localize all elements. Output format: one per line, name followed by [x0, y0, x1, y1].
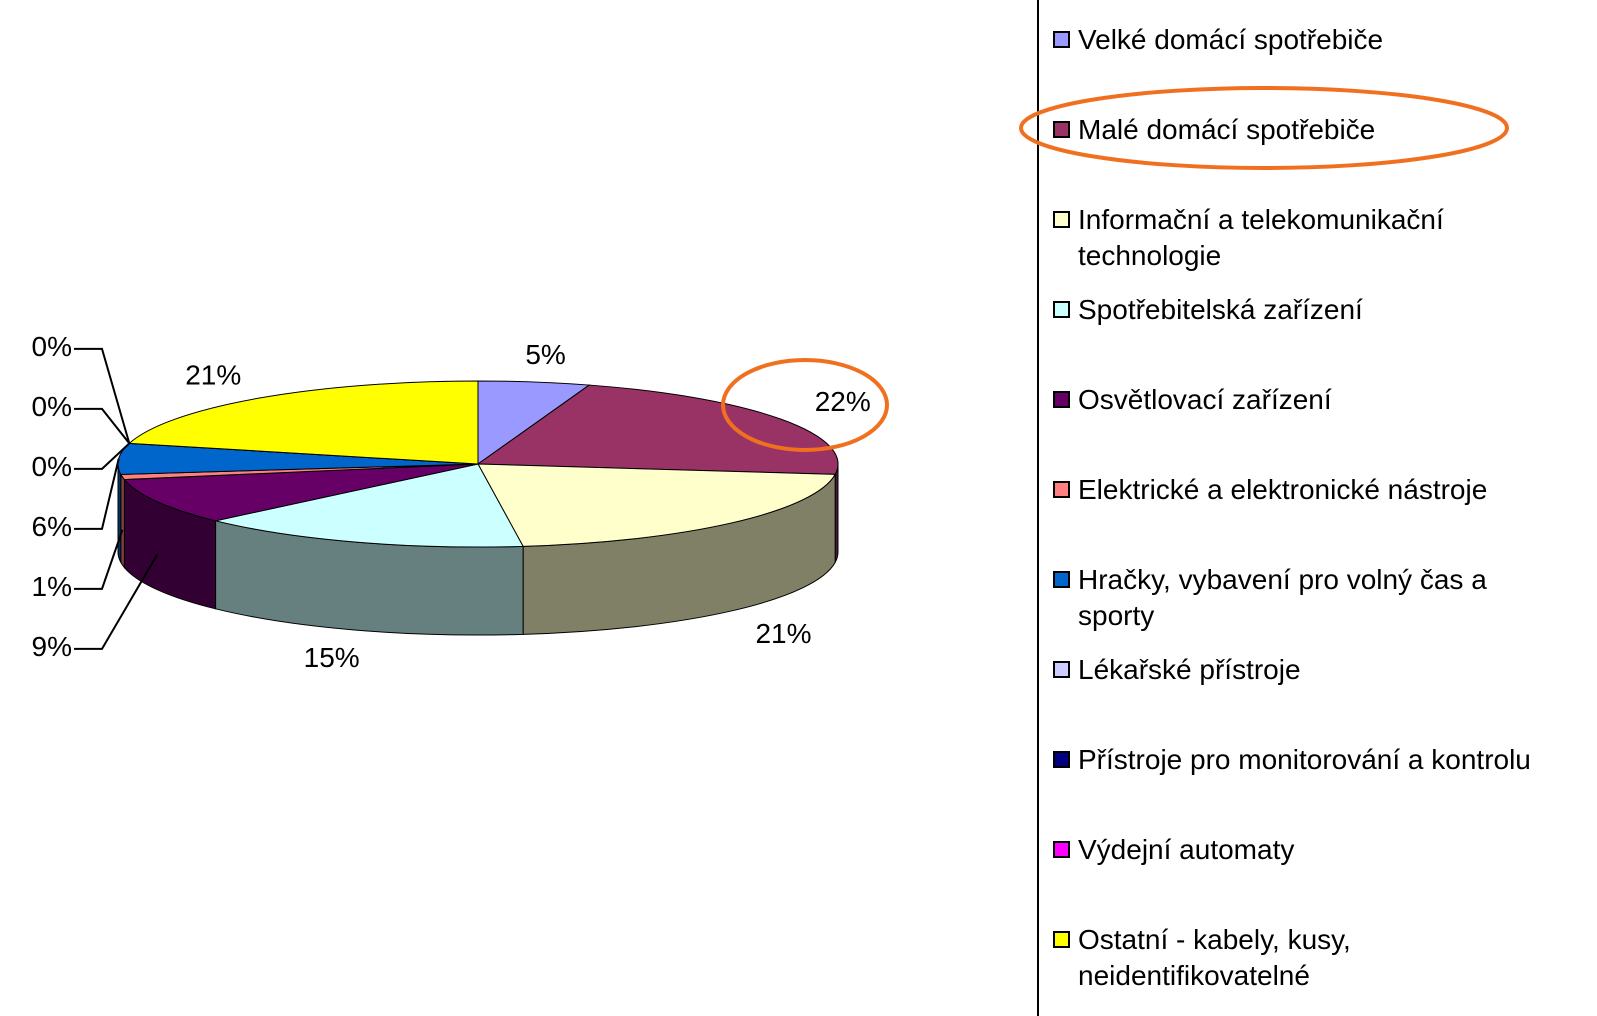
data-label: 0%	[32, 451, 72, 482]
legend-label: Ostatní - kabely, kusy, neidentifikovate…	[1078, 924, 1351, 991]
data-label: 6%	[32, 511, 72, 542]
slice	[215, 463, 524, 548]
legend-label: Velké domácí spotřebiče	[1078, 24, 1384, 55]
legend-swatch	[1053, 841, 1070, 858]
legend-item: Přístroje pro monitorování a kontrolu	[1053, 742, 1568, 778]
data-label: 15%	[304, 642, 360, 673]
legend-label: Výdejní automaty	[1078, 834, 1295, 865]
pie: 5% 22% 21% 15% 21% 0% 0% 0% 6% 1% 9%	[32, 331, 871, 673]
legend-swatch	[1053, 121, 1070, 138]
legend-swatch	[1053, 751, 1070, 768]
data-label: 9%	[32, 631, 72, 662]
legend-swatch	[1053, 31, 1070, 48]
legend-label: Přístroje pro monitorování a kontrolu	[1078, 744, 1531, 775]
leader-line	[74, 347, 131, 444]
legend-swatch	[1053, 301, 1070, 318]
leader-line	[74, 407, 131, 444]
legend-item: Osvětlovací zařízení	[1053, 382, 1568, 418]
legend-label: Informační a telekomunikační technologie	[1078, 204, 1444, 271]
legend-label: Lékařské přístroje	[1078, 654, 1301, 685]
data-label: 0%	[32, 391, 72, 422]
legend-label: Elektrické a elektronické nástroje	[1078, 474, 1488, 505]
legend-label: Osvětlovací zařízení	[1078, 384, 1332, 415]
legend-label: Hračky, vybavení pro volný čas a sporty	[1078, 564, 1487, 631]
legend-label: Spotřebitelská zařízení	[1078, 294, 1363, 325]
data-label: 1%	[32, 571, 72, 602]
legend-item: Lékařské přístroje	[1053, 652, 1568, 688]
legend-item: Elektrické a elektronické nástroje	[1053, 472, 1568, 508]
slice	[476, 384, 839, 475]
legend-item: Informační a telekomunikační technologie	[1053, 202, 1568, 274]
legend-label: Malé domácí spotřebiče	[1078, 114, 1376, 145]
leader-line	[74, 529, 124, 590]
slice	[477, 463, 836, 547]
legend-swatch	[1053, 391, 1070, 408]
legend-swatch	[1053, 661, 1070, 678]
data-label: 0%	[32, 331, 72, 362]
data-label: 21%	[755, 618, 811, 649]
data-label: 22%	[815, 386, 871, 417]
data-label: 5%	[525, 339, 565, 370]
highlight-ellipse	[721, 358, 889, 452]
leader-line	[74, 553, 159, 650]
data-label: 21%	[185, 359, 241, 390]
legend-item: Výdejní automaty	[1053, 832, 1568, 868]
leader-line	[74, 458, 120, 530]
slice-side	[117, 463, 122, 563]
legend-swatch	[1053, 481, 1070, 498]
legend-swatch	[1053, 571, 1070, 588]
legend-swatch	[1053, 211, 1070, 228]
legend-item: Malé domácí spotřebiče	[1053, 112, 1568, 148]
leader-line	[74, 442, 130, 470]
slice-side	[120, 474, 125, 569]
slice	[128, 380, 479, 465]
legend-swatch	[1053, 931, 1070, 948]
slice	[123, 463, 479, 522]
chart: 5% 22% 21% 15% 21% 0% 0% 0% 6% 1% 9%	[32, 331, 889, 673]
legend-item: Hračky, vybavení pro volný čas a sporty	[1053, 562, 1568, 634]
legend-item: Ostatní - kabely, kusy, neidentifikovate…	[1053, 922, 1568, 994]
legend: Velké domácí spotřebiče Malé domácí spotř…	[1037, 0, 1597, 1016]
legend-item: Velké domácí spotřebiče	[1053, 22, 1568, 58]
legend-item: Spotřebitelská zařízení	[1053, 292, 1568, 328]
